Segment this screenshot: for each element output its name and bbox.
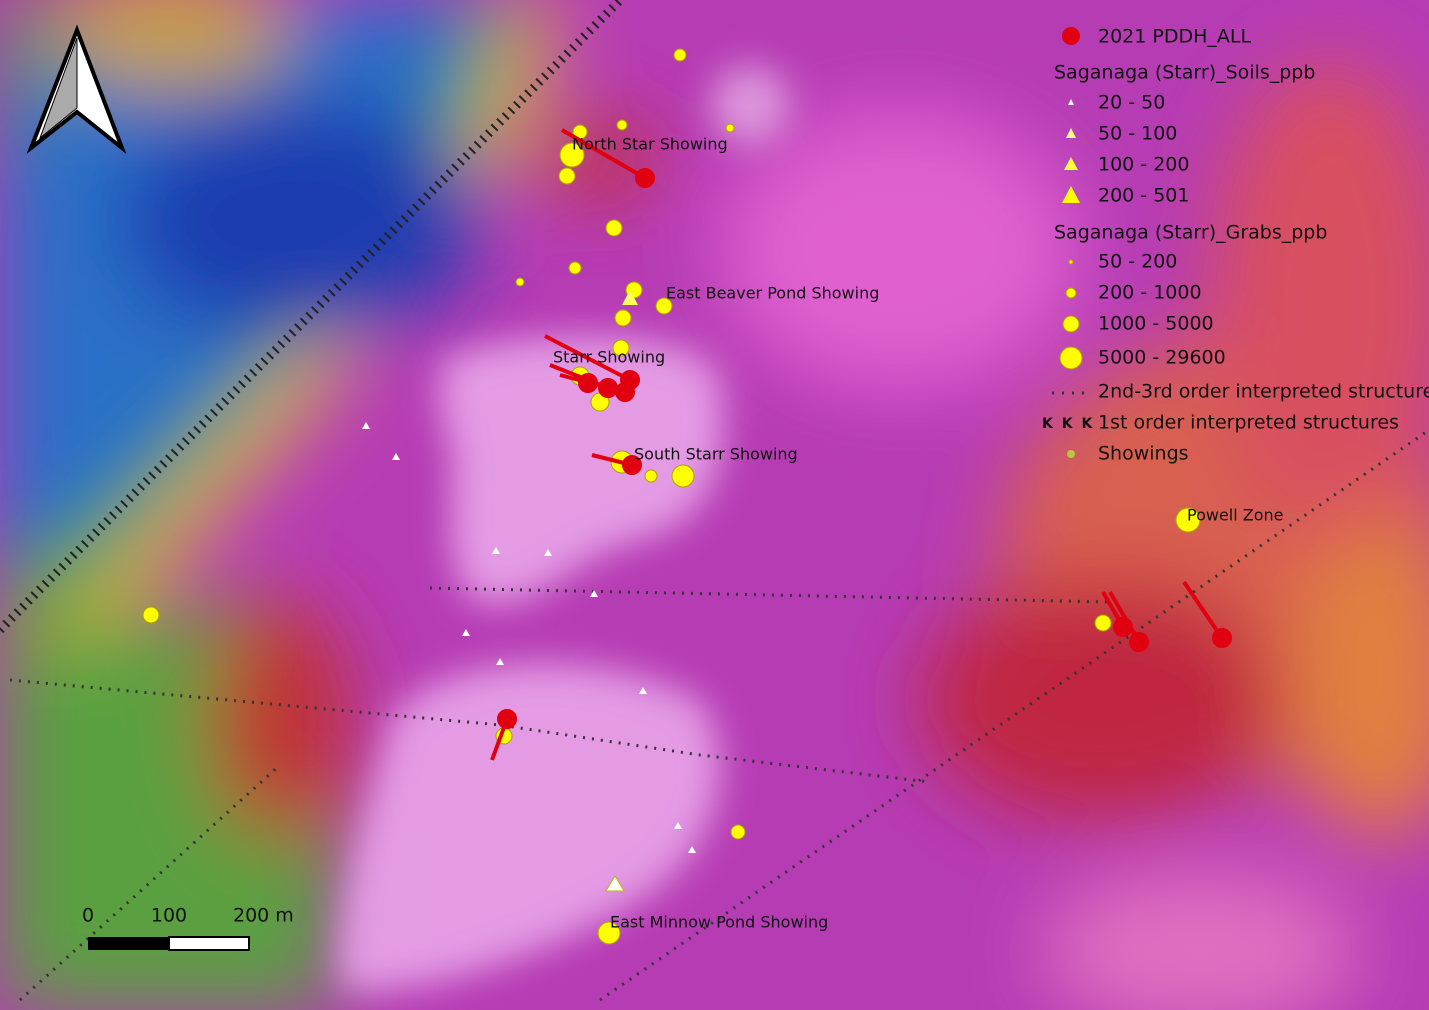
- showing-label: Powell Zone: [1187, 506, 1284, 525]
- legend-title: Saganaga (Starr)_Soils_ppb: [1054, 62, 1315, 84]
- legend-label: 50 - 200: [1098, 251, 1177, 273]
- legend-label: 2nd-3rd order interpreted structures: [1098, 381, 1429, 403]
- map-labels: North Star Showing East Beaver Pond Show…: [553, 135, 1284, 932]
- legend-label: 200 - 501: [1098, 185, 1189, 207]
- showing-label: East Beaver Pond Showing: [666, 284, 879, 303]
- legend-label: 200 - 1000: [1098, 282, 1202, 304]
- showing-label: North Star Showing: [572, 135, 728, 154]
- showing-label: South Starr Showing: [634, 445, 798, 464]
- scale-label: 200 m: [233, 905, 294, 927]
- legend-label: 5000 - 29600: [1098, 347, 1226, 369]
- legend-label: 20 - 50: [1098, 92, 1165, 114]
- scale-label: 0: [82, 905, 94, 927]
- legend-symbol: K K K: [1042, 416, 1094, 432]
- legend: 2021 PDDH_ALL Saganaga (Starr)_Soils_ppb…: [1042, 26, 1429, 465]
- showing-label: Starr Showing: [553, 348, 665, 367]
- soil-samples: [362, 290, 696, 892]
- legend-label: 1st order interpreted structures: [1098, 412, 1399, 434]
- legend-label: 1000 - 5000: [1098, 313, 1214, 335]
- scale-bar: 0 100 200 m: [82, 905, 294, 951]
- legend-label: Showings: [1098, 443, 1189, 465]
- legend-title: Saganaga (Starr)_Grabs_ppb: [1054, 222, 1327, 244]
- scale-label: 100: [151, 905, 187, 927]
- drill-holes: [490, 128, 1232, 761]
- legend-label: 50 - 100: [1098, 123, 1177, 145]
- north-arrow: [26, 24, 127, 155]
- showing-label: East Minnow Pond Showing: [610, 913, 828, 932]
- legend-label: 100 - 200: [1098, 154, 1189, 176]
- legend-label: 2021 PDDH_ALL: [1098, 26, 1251, 48]
